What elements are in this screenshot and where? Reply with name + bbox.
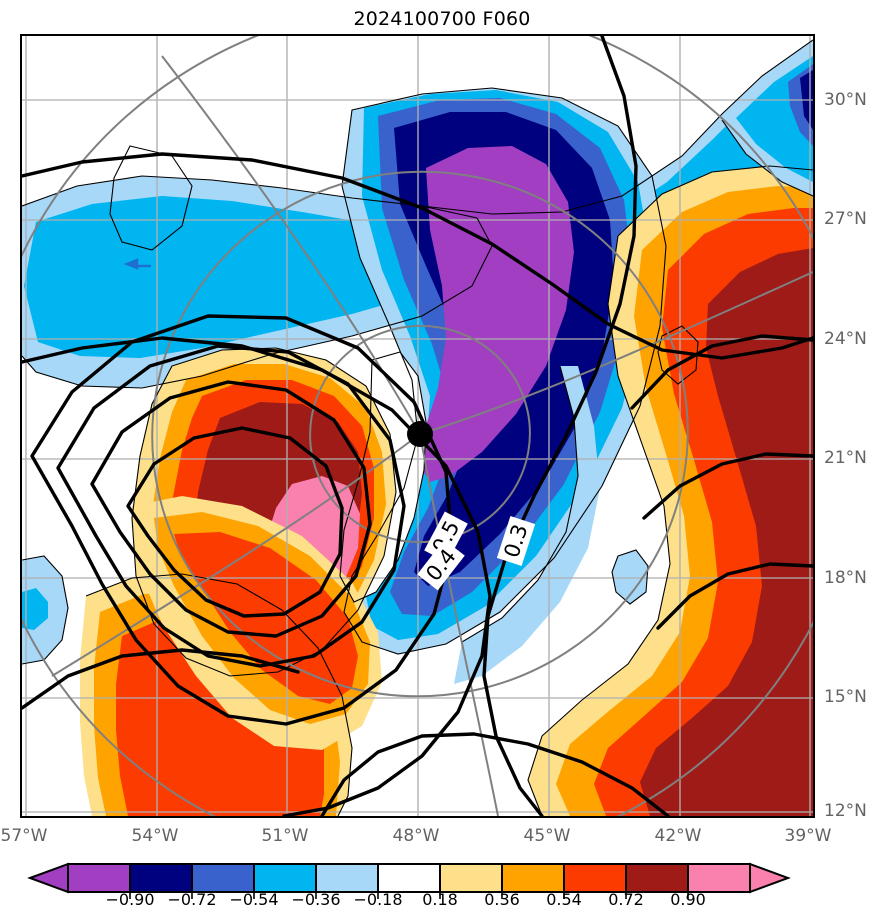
line-contour-sw-branch bbox=[22, 648, 300, 710]
range-ring-radial-sw bbox=[51, 433, 421, 677]
line-contour-0p3-north bbox=[22, 152, 813, 360]
page-title: 2024100700 F060 bbox=[353, 8, 531, 30]
line-contour-0p3-outer bbox=[22, 336, 492, 816]
xtick-label-39w: 39°W bbox=[784, 826, 832, 846]
ytick-label-27n: 27°N bbox=[824, 209, 867, 229]
line-contour-south-branch bbox=[320, 732, 670, 816]
cbar-band-10 bbox=[687, 863, 751, 893]
xtick-label-45w: 45°W bbox=[523, 826, 571, 846]
contour-band-neg036-wedge bbox=[22, 588, 48, 630]
map-plot-svg: 0.5 0.4 0.3 bbox=[22, 36, 813, 816]
line-contour-group bbox=[22, 36, 813, 816]
cbar-tick-label-0: −0.90 bbox=[105, 890, 155, 909]
range-ring-radial-s bbox=[419, 433, 499, 816]
cbar-band-3 bbox=[253, 863, 317, 893]
line-contour-east-lobe-a bbox=[630, 334, 813, 410]
line-contour-0p5 bbox=[56, 344, 406, 668]
contour-band-neg090-core bbox=[420, 146, 574, 482]
cbar-band-5 bbox=[377, 863, 441, 893]
cbar-tick-label-4: −0.18 bbox=[353, 890, 403, 909]
map-axes[interactable]: 0.5 0.4 0.3 bbox=[20, 34, 815, 818]
line-contour-0p6 bbox=[90, 380, 372, 638]
line-contour-east-branch bbox=[482, 36, 638, 816]
ytick-label-12n: 12°N bbox=[824, 801, 867, 821]
cbar-band-4 bbox=[315, 863, 379, 893]
ytick-label-24n: 24°N bbox=[824, 329, 867, 349]
line-contour-0p4 bbox=[30, 314, 454, 726]
cbar-band-9 bbox=[625, 863, 689, 893]
xtick-label-57w: 57°W bbox=[0, 826, 48, 846]
cbar-tick-label-3: −0.36 bbox=[291, 890, 341, 909]
xtick-label-42w: 42°W bbox=[654, 826, 702, 846]
colorbar[interactable] bbox=[0, 862, 884, 922]
cbar-band-8 bbox=[563, 863, 627, 893]
cbar-tick-label-9: 0.90 bbox=[670, 890, 706, 909]
cbar-tick-label-1: −0.72 bbox=[167, 890, 217, 909]
ytick-label-30n: 30°N bbox=[824, 90, 867, 110]
colorbar-bands bbox=[27, 862, 791, 894]
cbar-tick-label-7: 0.54 bbox=[546, 890, 582, 909]
contour-band-pos054-link bbox=[174, 532, 358, 704]
cbar-band-2 bbox=[191, 863, 255, 893]
line-contour-east-lobe-c bbox=[656, 562, 813, 630]
cbar-tick-label-6: 0.36 bbox=[484, 890, 520, 909]
xtick-label-54w: 54°W bbox=[131, 826, 179, 846]
cbar-extend-min bbox=[27, 862, 69, 894]
xtick-label-51w: 51°W bbox=[261, 826, 309, 846]
cbar-extend-max bbox=[749, 862, 791, 894]
filled-contour-field bbox=[22, 40, 813, 816]
range-ring-middle bbox=[151, 170, 689, 698]
range-ring-group bbox=[22, 36, 813, 816]
map-gridlines bbox=[22, 36, 813, 816]
storm-center-marker bbox=[407, 421, 433, 447]
contour-band-pos072-east bbox=[640, 248, 813, 816]
cbar-band-6 bbox=[439, 863, 503, 893]
cbar-tick-label-5: 0.18 bbox=[422, 890, 458, 909]
ytick-label-21n: 21°N bbox=[824, 448, 867, 468]
contour-band-neg036-nw bbox=[24, 196, 452, 358]
ytick-label-15n: 15°N bbox=[824, 687, 867, 707]
colorbar-svg bbox=[27, 862, 791, 899]
cbar-band-0 bbox=[67, 863, 131, 893]
cbar-tick-label-2: −0.54 bbox=[229, 890, 279, 909]
cbar-band-7 bbox=[501, 863, 565, 893]
range-ring-radial-ne bbox=[419, 271, 813, 435]
range-ring-radial-nw bbox=[161, 55, 421, 435]
nw-symbol-icon bbox=[123, 258, 151, 270]
xtick-label-48w: 48°W bbox=[392, 826, 440, 846]
contour-band-neg018-pocket bbox=[612, 550, 648, 604]
ytick-label-18n: 18°N bbox=[824, 568, 867, 588]
colorbar-ticks bbox=[129, 892, 689, 899]
line-contour-east-lobe-b bbox=[642, 452, 813, 520]
cbar-band-1 bbox=[129, 863, 193, 893]
cbar-tick-label-8: 0.72 bbox=[608, 890, 644, 909]
line-contour-0p7 bbox=[126, 426, 344, 618]
